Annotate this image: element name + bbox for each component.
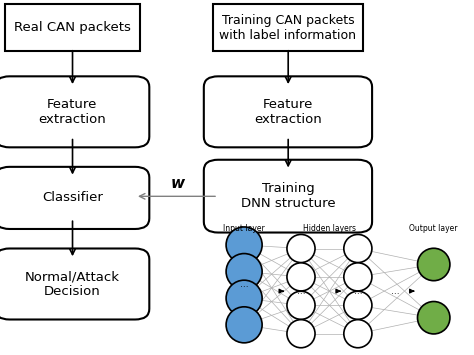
- Ellipse shape: [344, 320, 372, 348]
- FancyBboxPatch shape: [0, 76, 149, 147]
- Text: Real CAN packets: Real CAN packets: [14, 21, 131, 34]
- Ellipse shape: [226, 253, 262, 290]
- Text: Feature
extraction: Feature extraction: [254, 98, 322, 126]
- Text: Feature
extraction: Feature extraction: [38, 98, 106, 126]
- FancyBboxPatch shape: [204, 160, 372, 233]
- Ellipse shape: [344, 234, 372, 263]
- FancyBboxPatch shape: [204, 76, 372, 147]
- Text: Normal/Attack
Decision: Normal/Attack Decision: [25, 270, 120, 298]
- Ellipse shape: [287, 320, 315, 348]
- Ellipse shape: [226, 280, 262, 316]
- Ellipse shape: [287, 263, 315, 291]
- Text: Output layer: Output layer: [410, 224, 458, 233]
- Ellipse shape: [287, 291, 315, 320]
- Ellipse shape: [344, 291, 372, 320]
- Text: w: w: [171, 176, 185, 191]
- Text: ...: ...: [297, 286, 305, 296]
- Ellipse shape: [226, 227, 262, 263]
- Ellipse shape: [418, 248, 450, 281]
- FancyBboxPatch shape: [0, 248, 149, 320]
- Text: Training
DNN structure: Training DNN structure: [241, 182, 335, 210]
- Text: ...: ...: [392, 286, 400, 296]
- Ellipse shape: [287, 234, 315, 263]
- Text: ...: ...: [354, 286, 362, 296]
- FancyBboxPatch shape: [5, 4, 140, 51]
- Ellipse shape: [226, 307, 262, 343]
- Text: Training CAN packets
with label information: Training CAN packets with label informat…: [219, 13, 356, 42]
- Ellipse shape: [344, 263, 372, 291]
- Text: Classifier: Classifier: [42, 191, 103, 204]
- Text: ...: ...: [240, 280, 248, 289]
- Text: Hidden layers: Hidden layers: [303, 224, 356, 233]
- FancyBboxPatch shape: [0, 167, 149, 229]
- FancyBboxPatch shape: [213, 4, 363, 51]
- Ellipse shape: [418, 301, 450, 334]
- Text: Input layer: Input layer: [223, 224, 265, 233]
